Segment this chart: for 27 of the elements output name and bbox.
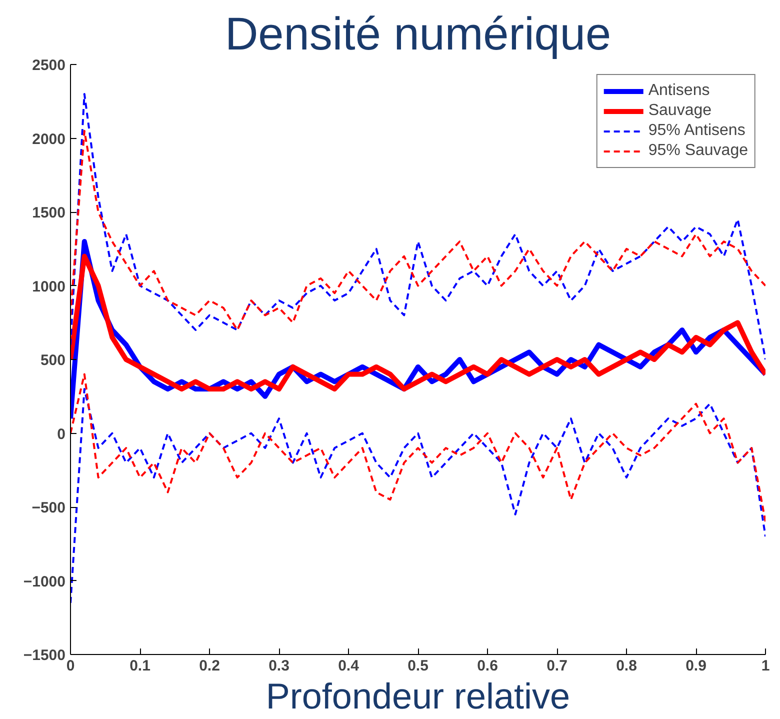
legend-label: 95% Antisens [648, 122, 746, 140]
chart-title: Densité numérique [224, 8, 612, 60]
x-tick-label: 0.8 [616, 658, 637, 674]
y-tick-label: 2500 [32, 57, 66, 74]
x-tick-label: 1 [761, 658, 770, 674]
x-tick-label: 0.6 [477, 658, 498, 674]
x-tick-label: 0.2 [199, 658, 220, 674]
y-tick-label: 2000 [32, 130, 66, 148]
y-tick-label: −1500 [23, 647, 66, 664]
legend-label: Sauvage [648, 102, 712, 120]
x-tick-label: 0.1 [130, 658, 150, 674]
y-tick-label: −500 [32, 500, 66, 516]
legend-label: Antisens [648, 82, 710, 100]
y-tick-label: 1500 [32, 204, 66, 222]
x-tick-label: 0.4 [338, 658, 360, 674]
x-tick-label: 0.5 [408, 658, 428, 674]
line-series [70, 373, 766, 523]
y-tick-label: −1000 [23, 573, 66, 590]
x-axis-title: Profondeur relative [266, 676, 570, 716]
y-tick-label: 1000 [32, 278, 66, 296]
x-tick-label: 0.9 [686, 658, 706, 674]
y-tick-label: 500 [40, 352, 66, 369]
x-tick-label: 0.7 [546, 658, 568, 674]
y-tick-label: 0 [57, 426, 66, 443]
legend-label: 95% Sauvage [648, 142, 748, 160]
line-series [70, 388, 766, 604]
x-tick-label: 0.3 [268, 658, 290, 674]
